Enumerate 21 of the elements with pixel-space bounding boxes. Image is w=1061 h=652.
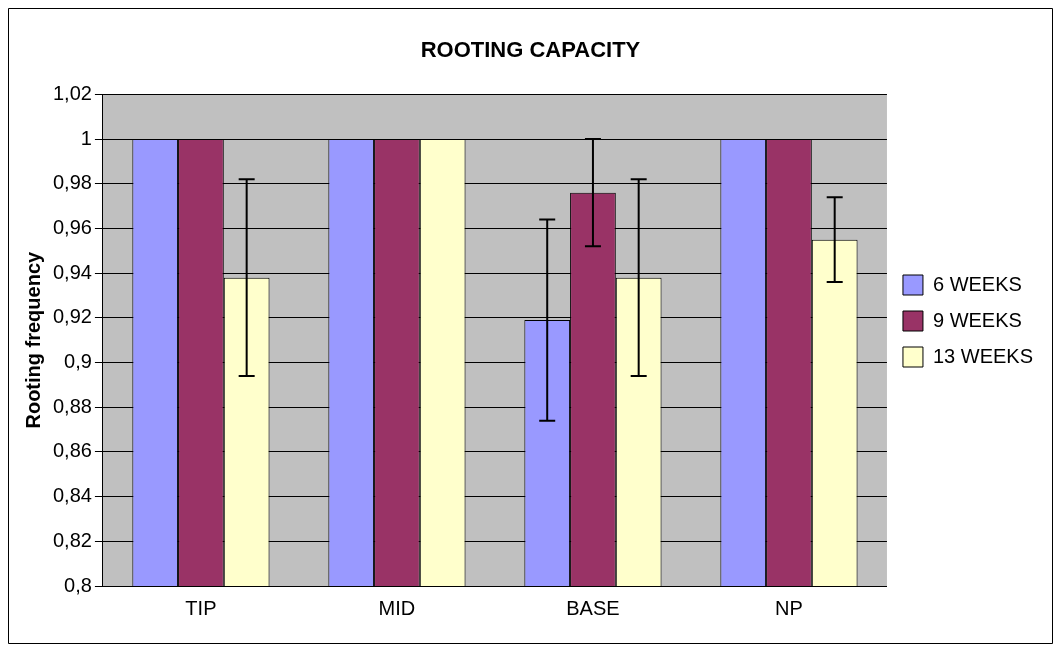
y-tick-label: 0,94 bbox=[52, 260, 92, 283]
y-axis-title: Rooting frequency bbox=[21, 250, 44, 429]
legend-label: 6 WEEKS bbox=[932, 272, 1022, 295]
x-tick-label: BASE bbox=[566, 596, 620, 619]
x-tick-label: NP bbox=[775, 596, 803, 619]
x-tick-label: TIP bbox=[185, 596, 217, 619]
y-tick-label: 0,86 bbox=[52, 439, 92, 462]
y-tick-label: 0,84 bbox=[52, 484, 92, 507]
y-tick-label: 0,8 bbox=[64, 573, 92, 596]
y-tick-label: 0,96 bbox=[52, 215, 92, 238]
y-tick-label: 1,02 bbox=[52, 81, 92, 104]
y-tick-label: 0,88 bbox=[52, 394, 92, 417]
y-tick-label: 0,9 bbox=[64, 350, 92, 373]
y-tick-label: 0,92 bbox=[52, 305, 92, 328]
y-tick-label: 0,98 bbox=[52, 171, 92, 194]
y-tick-label: 1 bbox=[80, 126, 92, 149]
legend-label: 9 WEEKS bbox=[932, 308, 1022, 331]
legend-label: 13 WEEKS bbox=[932, 344, 1034, 367]
x-tick-label: MID bbox=[378, 596, 416, 619]
chart-title: ROOTING CAPACITY bbox=[420, 37, 641, 63]
y-tick-label: 0,82 bbox=[52, 528, 92, 551]
